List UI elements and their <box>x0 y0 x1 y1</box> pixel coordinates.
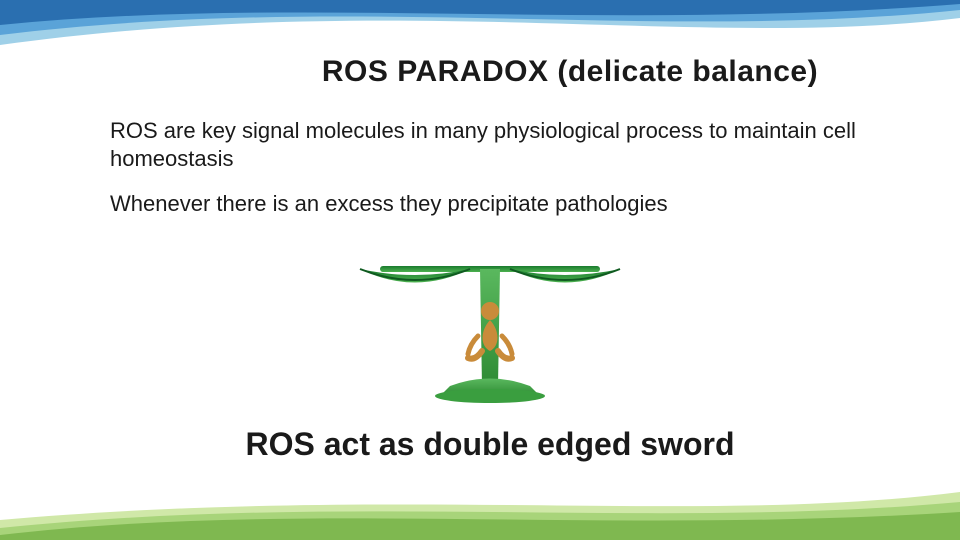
balance-scale-icon <box>340 236 640 406</box>
paragraph-1: ROS are key signal molecules in many phy… <box>110 117 870 172</box>
paragraph-2: Whenever there is an excess they precipi… <box>110 190 870 218</box>
balance-scale-figure <box>340 236 640 406</box>
content-area: ROS PARADOX (delicate balance) ROS are k… <box>0 0 960 463</box>
bottom-wave-decoration <box>0 480 960 540</box>
slide: ROS PARADOX (delicate balance) ROS are k… <box>0 0 960 540</box>
slide-title: ROS PARADOX (delicate balance) <box>270 55 870 89</box>
conclusion-text: ROS act as double edged sword <box>110 426 870 463</box>
